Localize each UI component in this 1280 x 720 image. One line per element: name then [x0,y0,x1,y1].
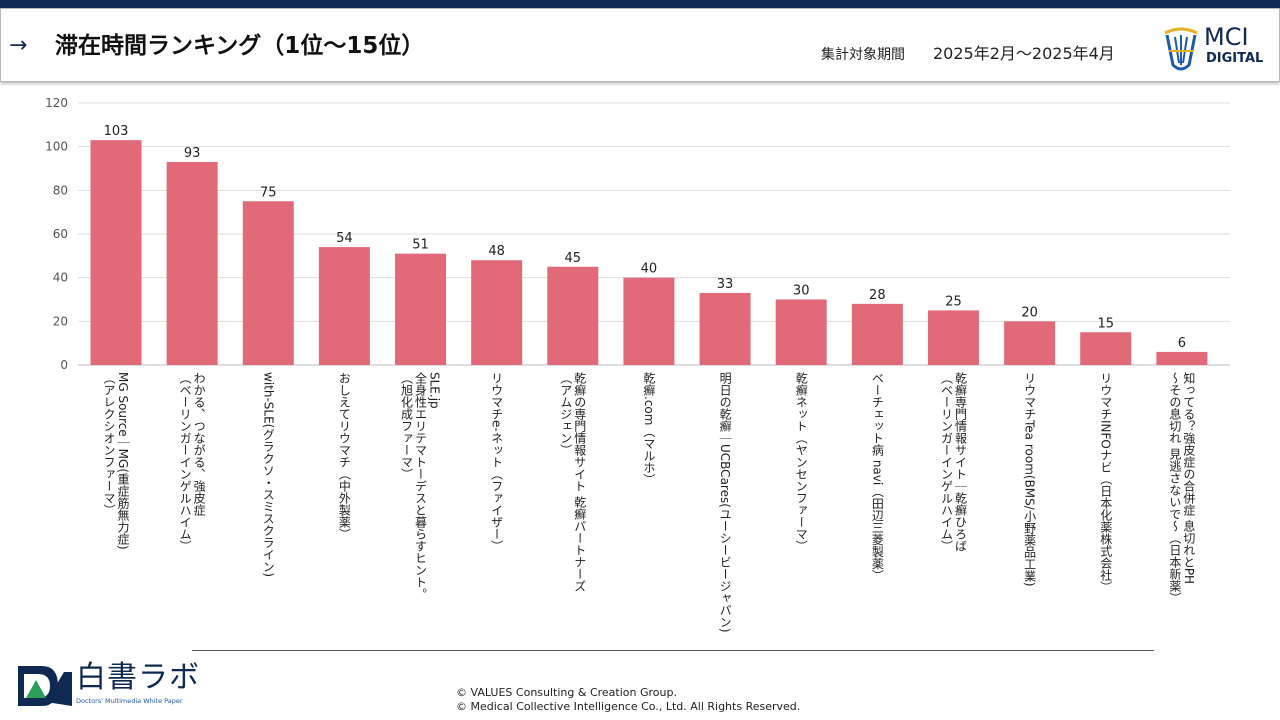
data-label: 51 [412,238,429,253]
white-paper-lab-logo-icon [18,666,72,706]
bar [927,310,979,365]
data-label: 93 [184,146,201,161]
y-tick-label: 40 [53,271,68,285]
data-label: 45 [565,251,582,266]
bar [471,260,523,365]
x-tick-label: 乾癬ネット（ヤンセンファーマ） [794,372,809,552]
bar [547,266,599,365]
x-tick-label: SLE.jp 全身性エリテマトーデスと暮らすヒント。 （旭化成ファーマ） [399,372,442,600]
y-tick-label: 0 [60,358,68,370]
period-value: 2025年2月～2025年4月 [933,44,1115,63]
copyright-line-1: © VALUES Consulting & Creation Group. [456,686,677,699]
data-label: 28 [869,288,886,303]
x-tick-label: リウマチe-ネット（ファイザー） [489,372,504,552]
bar [318,247,370,365]
x-tick-label: 明日の乾癬｜UCBCares(ユーシービージャパン) [718,372,733,632]
mci-logo-icon [1164,27,1198,71]
data-label: 103 [104,124,129,139]
white-paper-lab-tagline: Doctors' Multimedia White Paper [76,697,183,705]
copyright-line-2: © Medical Collective Intelligence Co., L… [456,700,801,713]
bar [775,299,827,365]
page-title: 滞在時間ランキング（1位～15位） [55,33,425,59]
bar [1156,351,1208,365]
data-label: 54 [336,231,353,246]
x-tick-label: 知ってる？強皮症の合併症 息切れとPH ～その息切れ 見逃さないで～（日本新薬） [1167,372,1196,604]
y-tick-label: 80 [53,183,68,197]
x-tick-label: おしえてリウマチ（中外製薬） [337,372,352,540]
x-tick-label: リウマチTea room(BMS/小野薬品工業) [1022,372,1037,587]
period-label: 集計対象期間 [821,47,905,63]
data-label: 30 [793,284,810,299]
bar [699,292,751,365]
x-tick-label: ベーチェット病 navi（田辺三菱製薬） [870,372,885,582]
x-tick-label: 乾癬の専門情報サイト 乾癬パートナーズ （アムジェン） [558,372,587,592]
copyright-block: © VALUES Consulting & Creation Group. © … [456,686,800,714]
y-tick-label: 100 [45,140,68,154]
bar [1080,332,1132,365]
y-tick-label: 20 [53,314,68,328]
y-tick-label: 60 [53,227,68,241]
data-label: 20 [1021,305,1038,320]
bar [395,253,447,365]
y-tick-label: 120 [45,96,68,110]
data-label: 33 [717,277,734,292]
data-label: 40 [641,262,658,277]
bar [166,161,218,365]
x-tick-label: リウマチINFOナビ（日本化薬株式会社） [1098,372,1113,593]
data-label: 75 [260,185,277,200]
header-bar: → 滞在時間ランキング（1位～15位） 集計対象期間 2025年2月～2025年… [0,8,1280,82]
bar [90,140,142,365]
x-tick-label: with-SLE(グラクソ・スミスクライン) [261,372,276,578]
mci-logo-text: MCI [1204,23,1249,51]
data-label: 15 [1097,316,1114,331]
bar [851,303,903,365]
x-tick-label: わかる、つながる、強皮症 （ベーリンガーインゲルハイム） [178,372,207,552]
x-tick-label: 乾癬専門情報サイト｜乾癬ひろば （ベーリンガーインゲルハイム） [939,372,968,552]
x-tick-label: 乾癬.com（マルホ） [641,372,656,486]
top-color-strip [0,0,1280,8]
x-tick-label: MG Source｜MG(重症筋無力症) （アレクシオンファーマ） [102,372,130,550]
data-label: 48 [488,244,505,259]
mci-logo-subtext: DIGITAL [1206,51,1264,66]
bar-chart: 020406080100120（秒）1039375545148454033302… [45,96,1230,370]
bar [242,201,294,365]
bar [1004,321,1056,365]
arrow-right-icon: → [9,33,28,58]
footer-divider [192,650,1154,651]
bar [623,277,675,365]
data-label: 6 [1178,336,1186,351]
data-label: 25 [945,294,962,309]
white-paper-lab-name: 白書ラボ [76,660,200,695]
